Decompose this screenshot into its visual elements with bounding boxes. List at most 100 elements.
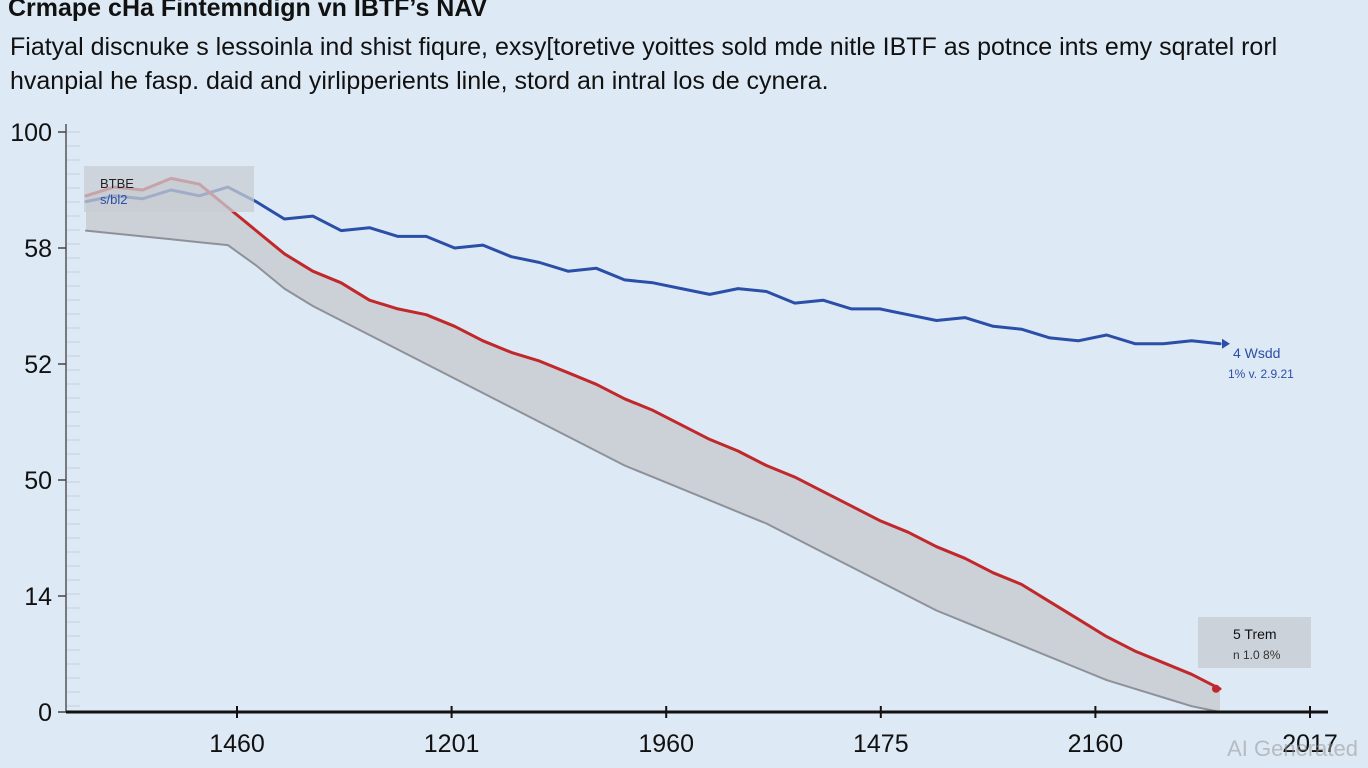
data-point bbox=[1049, 656, 1051, 658]
data-point bbox=[822, 299, 824, 302]
trend-end-box-bg bbox=[1198, 617, 1311, 668]
x-tick-label: 1460 bbox=[209, 730, 265, 758]
x-tick-label: 1201 bbox=[424, 730, 480, 758]
data-point bbox=[935, 609, 938, 612]
data-point bbox=[1077, 618, 1080, 620]
data-point bbox=[538, 261, 541, 264]
data-point bbox=[1105, 635, 1108, 638]
blue-end-sublabel-text: 1% v. 2.9.21 bbox=[1228, 367, 1294, 381]
data-point bbox=[312, 215, 314, 217]
data-point bbox=[737, 511, 739, 513]
data-point bbox=[623, 464, 626, 467]
data-point bbox=[595, 450, 598, 452]
data-point bbox=[623, 398, 626, 400]
data-point bbox=[1162, 696, 1165, 699]
data-point bbox=[283, 253, 286, 255]
data-point bbox=[623, 279, 626, 281]
trend-band-area bbox=[86, 178, 1220, 712]
data-point bbox=[794, 302, 796, 304]
y-tick-label: 50 bbox=[24, 467, 52, 495]
data-point bbox=[652, 282, 654, 284]
data-point bbox=[538, 421, 541, 423]
data-point bbox=[510, 255, 513, 258]
y-axis-minor-ticks bbox=[66, 131, 80, 707]
data-point bbox=[368, 299, 371, 302]
data-point bbox=[708, 438, 711, 441]
data-point bbox=[397, 235, 399, 238]
data-point bbox=[510, 351, 513, 354]
chart-subtitle: Fiatyal discnuke s lessoinla ind shist f… bbox=[10, 33, 1278, 95]
data-point bbox=[340, 282, 342, 284]
data-point bbox=[822, 490, 824, 493]
data-point bbox=[1134, 650, 1136, 652]
data-point bbox=[1190, 705, 1193, 707]
data-point bbox=[964, 621, 966, 623]
x-tick-label: 1475 bbox=[853, 730, 909, 758]
data-point bbox=[453, 377, 456, 380]
x-tick-label: 2017 bbox=[1282, 730, 1338, 758]
data-point bbox=[425, 363, 428, 365]
data-point bbox=[255, 229, 257, 232]
data-point bbox=[510, 406, 513, 409]
data-point bbox=[227, 244, 229, 246]
data-point bbox=[1190, 673, 1193, 676]
data-point bbox=[765, 464, 768, 467]
data-point bbox=[538, 360, 541, 362]
data-point bbox=[879, 580, 881, 583]
data-point bbox=[680, 287, 683, 290]
legend: BTBE s/bl2 bbox=[84, 166, 254, 212]
data-point bbox=[765, 522, 768, 525]
data-point bbox=[1162, 342, 1165, 345]
data-point bbox=[283, 218, 286, 220]
data-point bbox=[312, 305, 314, 307]
data-point bbox=[822, 551, 824, 554]
y-tick-label: 52 bbox=[24, 351, 52, 379]
data-point bbox=[1049, 337, 1051, 339]
data-point bbox=[850, 308, 853, 310]
data-point bbox=[1077, 340, 1080, 342]
data-point bbox=[907, 313, 909, 316]
data-point bbox=[879, 519, 881, 522]
data-point bbox=[737, 450, 739, 452]
data-point bbox=[85, 229, 87, 232]
data-point bbox=[1020, 328, 1023, 331]
data-point bbox=[397, 348, 399, 351]
data-point bbox=[283, 287, 286, 290]
data-point bbox=[935, 319, 938, 322]
data-point bbox=[680, 487, 683, 490]
data-point bbox=[964, 557, 966, 560]
data-point bbox=[992, 572, 994, 574]
data-point bbox=[794, 476, 796, 478]
watermark: AI Generated bbox=[1227, 736, 1358, 761]
data-point bbox=[1134, 342, 1136, 345]
legend-label: BTBE bbox=[100, 176, 134, 191]
data-point bbox=[992, 325, 994, 328]
data-point bbox=[765, 290, 768, 293]
blue-end-marker bbox=[1222, 338, 1230, 349]
x-tick-label: 2160 bbox=[1068, 730, 1124, 758]
chart-title: Crmape cHa Fintemndign vn IBTF’s NAV bbox=[8, 0, 488, 22]
data-point bbox=[652, 476, 654, 478]
trend-end-box-sublabel: n 1.0 8% bbox=[1233, 648, 1281, 662]
data-point bbox=[708, 293, 711, 296]
data-point bbox=[850, 566, 853, 568]
data-point bbox=[1105, 334, 1108, 336]
data-point bbox=[1049, 601, 1051, 603]
blue-end-label-text: 4 Wsdd bbox=[1233, 345, 1280, 361]
data-point bbox=[397, 308, 399, 310]
data-point bbox=[794, 537, 796, 539]
data-point bbox=[708, 499, 711, 502]
data-point bbox=[255, 264, 257, 267]
data-point bbox=[255, 200, 257, 203]
trend-end-box: 5 Trem n 1.0 8% bbox=[1198, 617, 1311, 668]
data-point bbox=[453, 325, 456, 328]
y-tick-label: 100 bbox=[10, 119, 52, 147]
data-point bbox=[737, 287, 739, 290]
data-point bbox=[170, 238, 172, 241]
data-point bbox=[1134, 688, 1136, 690]
data-point bbox=[1077, 667, 1080, 670]
data-point bbox=[340, 319, 342, 322]
data-point bbox=[1020, 583, 1023, 586]
y-tick-label: 0 bbox=[38, 699, 52, 727]
